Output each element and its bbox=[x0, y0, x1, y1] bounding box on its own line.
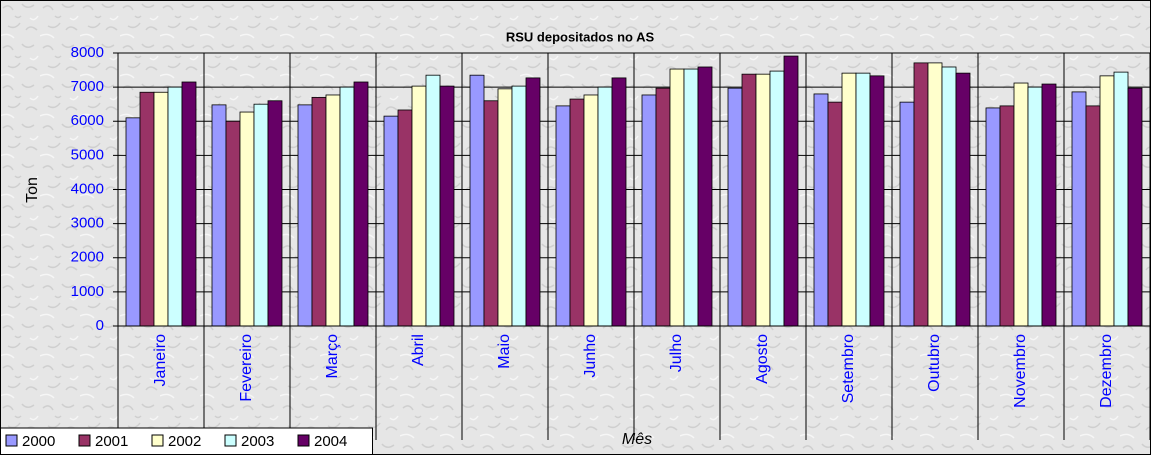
bar bbox=[153, 91, 169, 327]
bar bbox=[641, 94, 657, 327]
legend-swatch bbox=[224, 434, 237, 447]
bar bbox=[225, 120, 241, 327]
bar bbox=[955, 72, 971, 327]
bar bbox=[597, 86, 613, 327]
bar bbox=[669, 68, 685, 327]
bar bbox=[813, 93, 829, 327]
bar bbox=[1071, 91, 1087, 327]
bar bbox=[339, 86, 355, 327]
bar bbox=[755, 73, 771, 327]
bar bbox=[397, 109, 413, 327]
bar bbox=[727, 87, 743, 327]
legend-swatch bbox=[5, 434, 18, 447]
bar bbox=[353, 81, 369, 327]
bar bbox=[325, 94, 341, 327]
bar bbox=[1113, 71, 1129, 327]
y-tick-label: 5000 bbox=[71, 146, 104, 163]
bar bbox=[899, 101, 915, 327]
legend-swatch bbox=[297, 434, 310, 447]
y-tick-label: 4000 bbox=[71, 180, 104, 197]
bar bbox=[167, 86, 183, 327]
y-tick-label: 8000 bbox=[71, 44, 104, 61]
bar bbox=[855, 72, 871, 327]
bar bbox=[913, 62, 929, 327]
legend-label: 2002 bbox=[168, 433, 201, 450]
bar bbox=[211, 104, 227, 327]
legend-label: 2000 bbox=[22, 433, 55, 450]
bar bbox=[439, 85, 455, 327]
bar bbox=[927, 62, 943, 327]
bar bbox=[239, 111, 255, 327]
bar bbox=[411, 85, 427, 327]
bar bbox=[311, 96, 327, 327]
bar bbox=[125, 117, 141, 327]
bar bbox=[569, 98, 585, 327]
bar bbox=[1041, 83, 1057, 327]
bar bbox=[999, 105, 1015, 327]
x-tick-label: Maio bbox=[496, 334, 513, 369]
x-tick-label: Setembro bbox=[840, 334, 857, 403]
x-tick-label: Junho bbox=[582, 334, 599, 378]
bar bbox=[525, 77, 541, 327]
bar bbox=[267, 100, 283, 327]
y-tick-label: 7000 bbox=[71, 78, 104, 95]
bar bbox=[655, 87, 671, 327]
x-tick-label: Agosto bbox=[754, 334, 771, 384]
bar bbox=[1127, 87, 1143, 327]
x-tick-label: Outubro bbox=[926, 334, 943, 392]
bar bbox=[253, 103, 269, 327]
bar bbox=[941, 66, 957, 327]
bar bbox=[783, 55, 799, 327]
x-tick-label: Julho bbox=[668, 334, 685, 372]
bar bbox=[1099, 75, 1115, 327]
bar bbox=[841, 72, 857, 327]
y-tick-label: 6000 bbox=[71, 112, 104, 129]
y-tick-label: 2000 bbox=[71, 249, 104, 266]
legend-label: 2001 bbox=[95, 433, 128, 450]
bar bbox=[985, 107, 1001, 327]
bar bbox=[1013, 82, 1029, 327]
y-axis-label: Ton bbox=[24, 177, 41, 203]
bar bbox=[741, 73, 757, 327]
y-tick-label: 0 bbox=[96, 317, 104, 334]
bar bbox=[869, 75, 885, 327]
bar bbox=[297, 104, 313, 327]
bar bbox=[181, 81, 197, 327]
x-tick-label: Fevereiro bbox=[238, 334, 255, 402]
x-axis-label: Mês bbox=[622, 431, 652, 448]
x-tick-label: Março bbox=[324, 334, 341, 379]
bar bbox=[425, 74, 441, 327]
bar bbox=[497, 88, 513, 327]
y-tick-label: 3000 bbox=[71, 215, 104, 232]
bar bbox=[555, 105, 571, 327]
chart-title: RSU depositados no AS bbox=[506, 29, 655, 44]
legend-label: 2004 bbox=[314, 433, 347, 450]
bar bbox=[1085, 105, 1101, 327]
legend-swatch bbox=[151, 434, 164, 447]
x-tick-label: Novembro bbox=[1012, 334, 1029, 408]
bar bbox=[511, 85, 527, 327]
bar bbox=[697, 66, 713, 327]
legend-box bbox=[0, 427, 373, 455]
y-tick-label: 1000 bbox=[71, 283, 104, 300]
bar bbox=[469, 74, 485, 327]
bar bbox=[483, 100, 499, 327]
legend-swatch bbox=[78, 434, 91, 447]
bar bbox=[1027, 86, 1043, 327]
bar bbox=[583, 94, 599, 327]
x-tick-label: Abril bbox=[410, 334, 427, 366]
legend-label: 2003 bbox=[241, 433, 274, 450]
bar bbox=[683, 68, 699, 327]
bar bbox=[611, 77, 627, 327]
bar bbox=[383, 115, 399, 327]
bar bbox=[827, 101, 843, 327]
x-tick-label: Janeiro bbox=[152, 334, 169, 387]
bar bbox=[139, 91, 155, 327]
x-tick-label: Dezembro bbox=[1098, 334, 1115, 408]
bar bbox=[769, 70, 785, 327]
